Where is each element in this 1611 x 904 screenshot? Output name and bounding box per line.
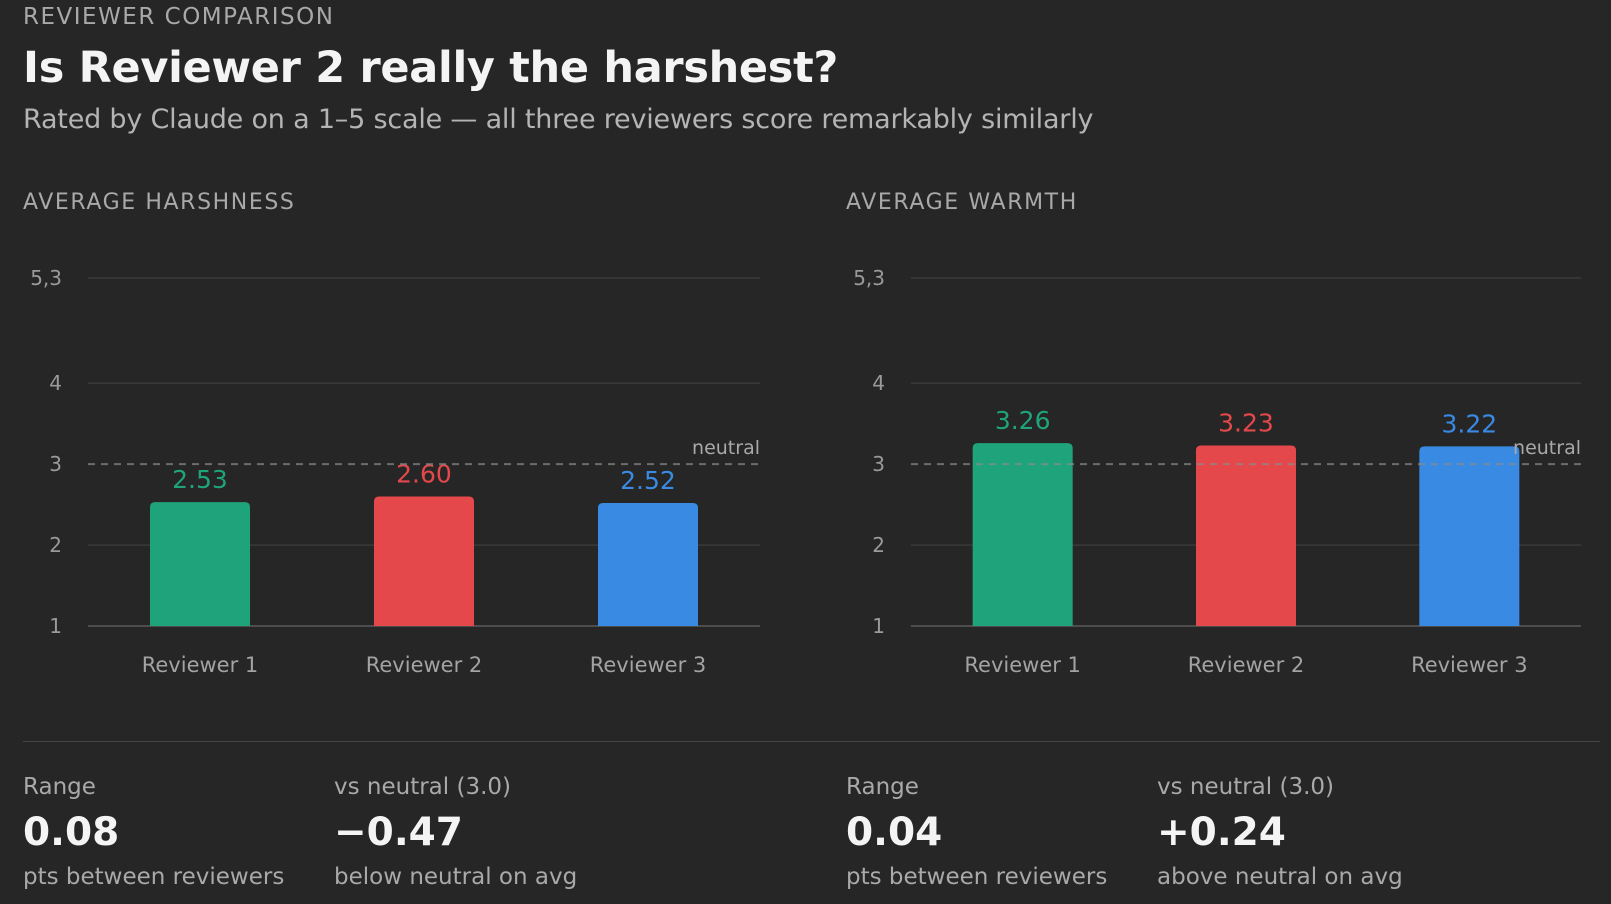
y-tick-label: 3 — [872, 452, 885, 476]
x-category-label: Reviewer 1 — [142, 653, 259, 677]
harshness-neutral-stat: vs neutral (3.0) −0.47 below neutral on … — [334, 776, 577, 889]
eyebrow-label: REVIEWER COMPARISON — [23, 4, 335, 30]
y-tick-label: 1 — [872, 614, 885, 638]
warmth-neutral-stat: vs neutral (3.0) +0.24 above neutral on … — [1157, 776, 1403, 889]
stat-label: vs neutral (3.0) — [1157, 774, 1335, 800]
y-tick-label: 5,3 — [853, 266, 885, 290]
x-category-label: Reviewer 2 — [366, 653, 483, 677]
x-category-label: Reviewer 2 — [1188, 653, 1305, 677]
bar-reviewer-2 — [374, 496, 474, 626]
stat-value: +0.24 — [1157, 810, 1286, 855]
y-tick-label: 4 — [872, 371, 885, 395]
neutral-line-label: neutral — [1513, 437, 1581, 459]
warmth-chart-title: AVERAGE WARMTH — [846, 190, 1078, 215]
stat-value: 0.04 — [846, 810, 943, 855]
y-tick-label: 3 — [49, 452, 62, 476]
stat-note: pts between reviewers — [23, 864, 285, 890]
bar-value-label: 3.23 — [1218, 409, 1274, 438]
stat-note: above neutral on avg — [1157, 864, 1403, 890]
bar-reviewer-3 — [1419, 446, 1520, 626]
y-tick-label: 4 — [49, 371, 62, 395]
bar-reviewer-3 — [598, 502, 698, 626]
section-divider — [23, 741, 1600, 742]
bar-value-label: 2.53 — [172, 465, 228, 494]
x-category-label: Reviewer 1 — [964, 653, 1081, 677]
bar-reviewer-1 — [972, 443, 1073, 626]
stat-note: pts between reviewers — [846, 864, 1108, 890]
stat-label: Range — [23, 774, 96, 800]
bar-value-label: 3.26 — [995, 406, 1051, 435]
warmth-range-stat: Range 0.04 pts between reviewers — [846, 776, 1107, 889]
stat-label: vs neutral (3.0) — [334, 774, 512, 800]
y-tick-label: 5,3 — [30, 266, 62, 290]
stat-note: below neutral on avg — [334, 864, 578, 890]
warmth-bar-chart: 1 2 3 4 5,3 3.26 Reviewer 1 3.23 Reviewer 2 3.22 R… — [853, 266, 1581, 677]
stat-label: Range — [846, 774, 919, 800]
stat-value: −0.47 — [334, 810, 463, 855]
y-tick-label: 2 — [872, 533, 885, 557]
harshness-range-stat: Range 0.08 pts between reviewers — [23, 776, 284, 889]
bar-value-label: 3.22 — [1441, 409, 1497, 438]
bar-reviewer-1 — [150, 502, 250, 626]
stat-value: 0.08 — [23, 810, 120, 855]
page-title: Is Reviewer 2 really the harshest? — [23, 43, 838, 93]
y-tick-label: 1 — [49, 614, 62, 638]
page-subtitle: Rated by Claude on a 1–5 scale — all thr… — [23, 104, 1094, 135]
bar-value-label: 2.52 — [620, 466, 676, 495]
bar-reviewer-2 — [1196, 445, 1296, 626]
x-category-label: Reviewer 3 — [590, 653, 707, 677]
neutral-line-label: neutral — [692, 437, 760, 459]
harshness-chart-title: AVERAGE HARSHNESS — [23, 190, 296, 215]
x-category-label: Reviewer 3 — [1411, 653, 1528, 677]
y-tick-label: 2 — [49, 533, 62, 557]
